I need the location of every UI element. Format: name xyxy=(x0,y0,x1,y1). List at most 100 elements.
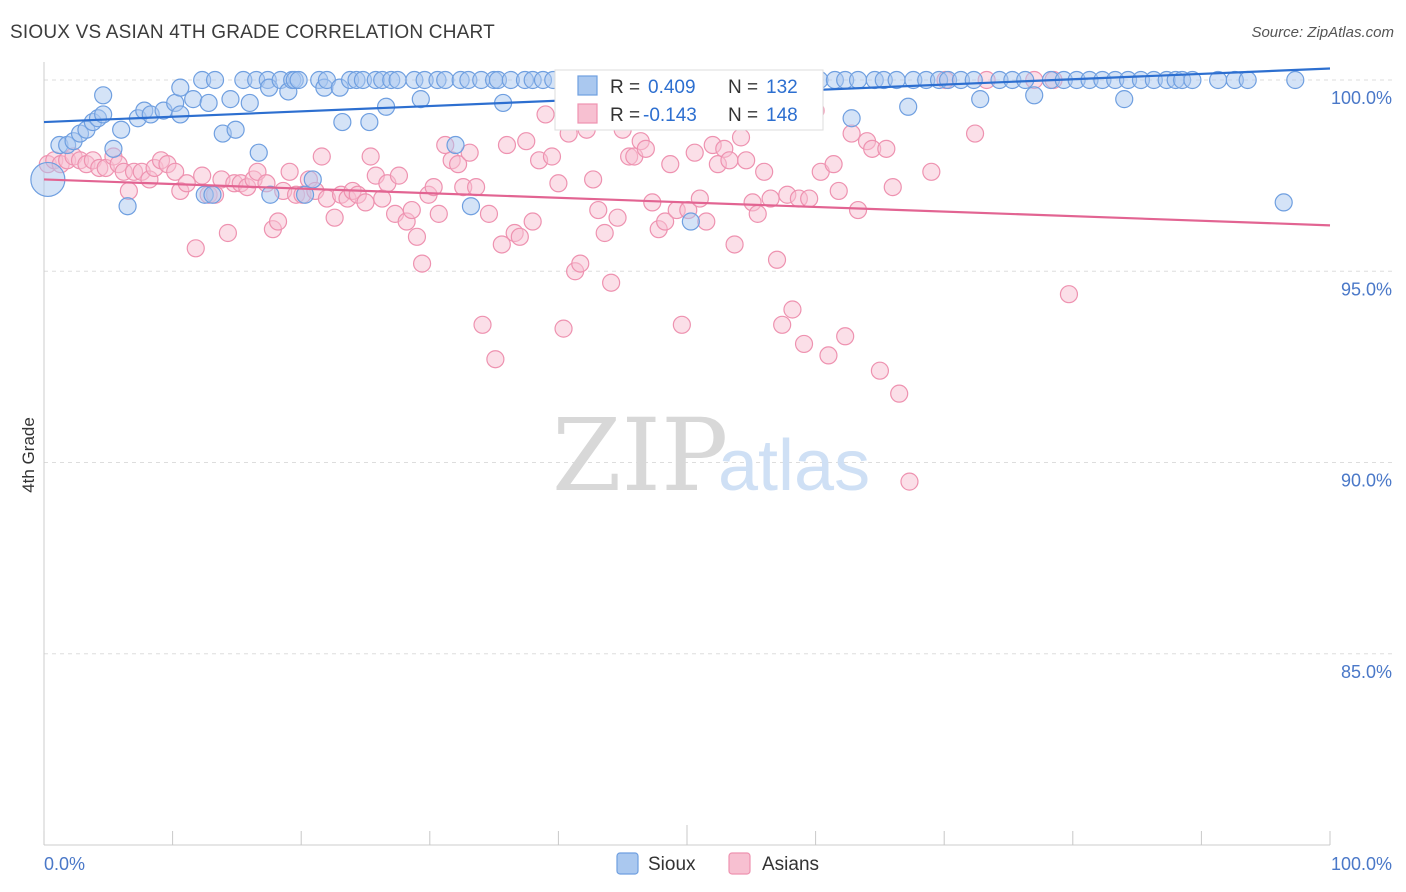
asians-point xyxy=(877,139,896,158)
chart-title: SIOUX VS ASIAN 4TH GRADE CORRELATION CHA… xyxy=(10,22,495,43)
legend-label-sioux: Sioux xyxy=(648,854,696,875)
asians-point xyxy=(725,235,744,254)
legend-swatch-asians xyxy=(728,852,751,875)
x-tick-labels: 0.0% 100.0% xyxy=(44,854,1392,874)
asians-point xyxy=(900,472,919,491)
asians-point xyxy=(473,315,492,334)
sioux-point xyxy=(333,112,352,132)
stats-r-value-sioux: 0.409 xyxy=(648,77,696,98)
asians-point xyxy=(720,151,739,170)
sioux-point xyxy=(240,93,259,113)
y-tick-label: 95.0% xyxy=(1341,279,1392,299)
asians-point xyxy=(571,254,590,273)
asians-point xyxy=(412,254,432,273)
watermark-atlas: atlas xyxy=(718,426,870,506)
stats-swatch-asians xyxy=(577,103,598,124)
sioux-point xyxy=(203,185,222,204)
sioux-point xyxy=(1115,90,1134,109)
asians-point xyxy=(636,139,655,158)
x-tick-label-end: 100.0% xyxy=(1331,854,1392,874)
asians-point xyxy=(685,143,704,162)
asians-point xyxy=(1059,285,1079,304)
sioux-point xyxy=(221,90,240,109)
asians-point xyxy=(748,204,767,223)
sioux-point xyxy=(681,212,700,231)
asians-point xyxy=(922,162,941,181)
asians-point xyxy=(361,147,380,166)
asians-point xyxy=(848,200,868,220)
asians-point xyxy=(492,235,511,254)
y-tick-label: 100.0% xyxy=(1331,88,1392,108)
source-credit: Source: ZipAtlas.com xyxy=(1251,24,1394,41)
asians-point xyxy=(697,212,716,231)
asians-point xyxy=(389,166,409,185)
asians-point xyxy=(965,124,985,143)
asians-point xyxy=(429,204,448,223)
asians-point xyxy=(497,135,517,155)
sioux-point xyxy=(1286,70,1305,90)
asians-point xyxy=(542,147,562,166)
asians-point xyxy=(584,170,603,189)
asians-point xyxy=(890,384,909,403)
asians-point xyxy=(554,319,573,338)
sioux-point xyxy=(842,109,861,128)
sioux-point xyxy=(118,197,137,216)
asians-point xyxy=(407,227,427,246)
asians-point xyxy=(794,334,814,354)
asians-point xyxy=(755,162,774,181)
sioux-point xyxy=(360,112,379,132)
asians-point xyxy=(672,315,691,334)
sioux-point xyxy=(436,70,455,90)
stats-n-value-sioux: 132 xyxy=(766,77,798,98)
sioux-point xyxy=(112,120,131,139)
y-tick-label: 90.0% xyxy=(1341,471,1392,491)
asians-point xyxy=(602,273,621,292)
asians-point xyxy=(517,132,536,151)
asians-point xyxy=(656,212,675,231)
asians-point xyxy=(466,178,486,197)
asians-point xyxy=(800,189,819,208)
asians-point xyxy=(356,193,375,212)
stats-r-value-asians: -0.143 xyxy=(643,105,697,126)
asians-point xyxy=(829,181,848,201)
sioux-point xyxy=(171,78,190,97)
sioux-point xyxy=(184,90,203,109)
stats-swatch-sioux xyxy=(577,75,598,96)
legend-label-asians: Asians xyxy=(762,854,819,875)
asians-point xyxy=(479,204,499,223)
asians-point xyxy=(280,162,299,181)
sioux-point xyxy=(171,105,190,124)
y-tick-label: 85.0% xyxy=(1341,662,1392,682)
sioux-point xyxy=(446,135,465,155)
legend: Sioux Asians xyxy=(616,852,819,875)
asians-point xyxy=(536,105,555,124)
asians-point xyxy=(510,227,529,246)
asians-point xyxy=(767,250,787,269)
asians-point xyxy=(166,162,185,181)
asians-point xyxy=(486,350,505,369)
sioux-point xyxy=(289,70,308,90)
asians-point xyxy=(690,189,709,208)
sioux-point xyxy=(295,185,315,204)
asians-point xyxy=(402,200,421,220)
sioux-point xyxy=(1183,70,1202,90)
stats-n-value-asians: 148 xyxy=(766,105,798,126)
asians-point xyxy=(448,155,468,174)
x-tick-label-start: 0.0% xyxy=(44,854,85,874)
asians-point xyxy=(819,346,838,365)
asians-point xyxy=(608,208,627,227)
stats-n-label-sioux: N = xyxy=(728,77,758,98)
asians-point xyxy=(836,327,855,346)
sioux-point xyxy=(899,97,918,116)
asians-point xyxy=(325,208,344,227)
sioux-point xyxy=(104,139,123,158)
asians-point xyxy=(589,200,608,220)
sioux-point xyxy=(964,70,983,90)
sioux-point xyxy=(1238,70,1257,90)
y-tick-labels: 100.0% 95.0% 90.0% 85.0% xyxy=(1331,88,1392,682)
asians-trend-line xyxy=(43,178,1331,227)
asians-point xyxy=(883,178,902,197)
sioux-point xyxy=(1025,86,1044,105)
asians-point xyxy=(460,143,479,162)
sioux-point xyxy=(261,185,280,204)
